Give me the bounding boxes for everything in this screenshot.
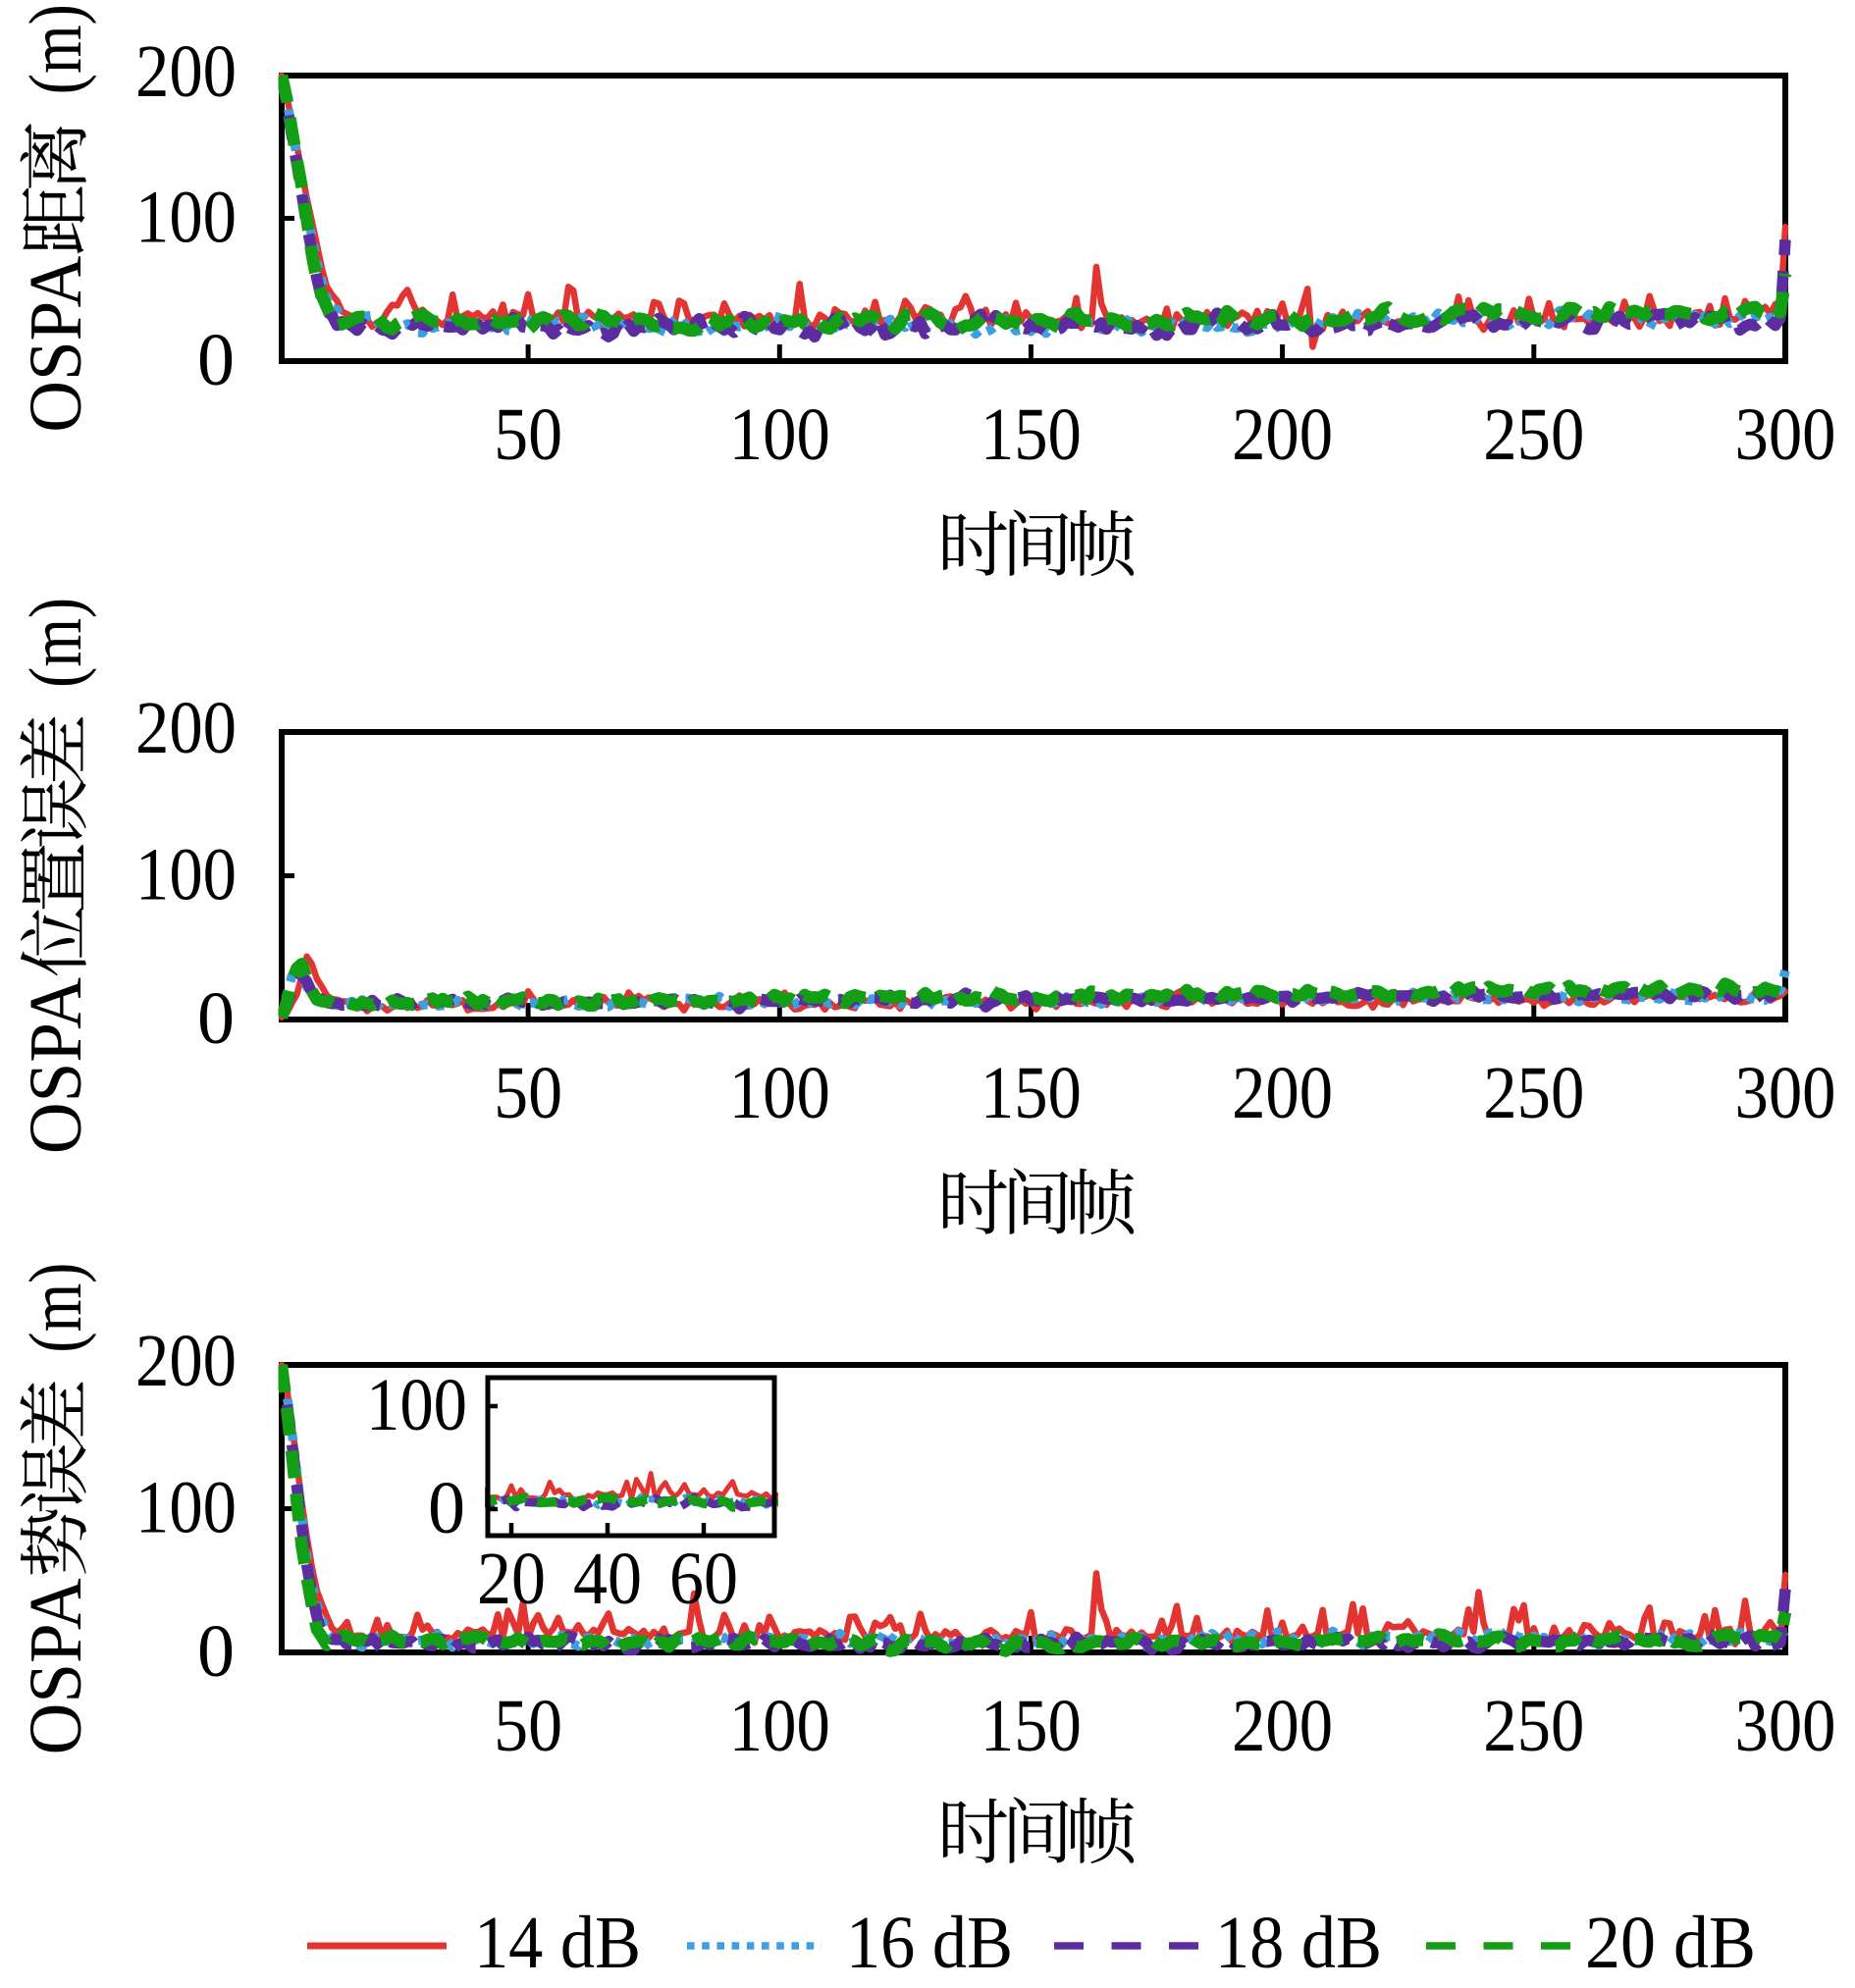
svg-text:250: 250 — [1483, 1685, 1584, 1767]
svg-text:300: 300 — [1735, 1685, 1836, 1767]
svg-text:0: 0 — [197, 319, 235, 401]
svg-text:0: 0 — [197, 1610, 235, 1693]
svg-text:14 dB: 14 dB — [474, 1902, 641, 1983]
svg-text:OSPA: OSPA — [15, 1578, 97, 1754]
svg-text:200: 200 — [1232, 1685, 1333, 1767]
svg-text:0: 0 — [197, 977, 235, 1060]
svg-text:50: 50 — [494, 1685, 562, 1767]
svg-text:40: 40 — [573, 1538, 642, 1620]
svg-text:200: 200 — [135, 687, 237, 769]
svg-text:OSPA: OSPA — [15, 256, 97, 433]
svg-text:50: 50 — [494, 1052, 562, 1134]
svg-text:(m): (m) — [15, 4, 97, 94]
svg-text:(m): (m) — [15, 598, 97, 688]
svg-text:150: 150 — [980, 1052, 1082, 1134]
svg-text:100: 100 — [729, 1052, 830, 1134]
svg-text:200: 200 — [135, 1320, 237, 1402]
svg-text:150: 150 — [980, 1685, 1082, 1767]
svg-text:16 dB: 16 dB — [846, 1902, 1013, 1983]
svg-text:0: 0 — [428, 1467, 465, 1549]
svg-text:100: 100 — [135, 177, 237, 259]
svg-text:250: 250 — [1483, 1052, 1584, 1134]
svg-text:20 dB: 20 dB — [1585, 1902, 1756, 1983]
svg-text:18 dB: 18 dB — [1215, 1902, 1382, 1983]
svg-text:50: 50 — [494, 393, 562, 476]
svg-text:100: 100 — [135, 1467, 237, 1549]
svg-text:200: 200 — [1232, 1052, 1333, 1134]
svg-text:(m): (m) — [15, 1263, 97, 1353]
svg-text:100: 100 — [729, 393, 830, 476]
svg-text:150: 150 — [980, 393, 1082, 476]
svg-text:300: 300 — [1735, 393, 1836, 476]
svg-text:250: 250 — [1483, 393, 1584, 476]
svg-text:200: 200 — [135, 30, 237, 113]
svg-text:OSPA: OSPA — [15, 977, 97, 1154]
svg-text:20: 20 — [477, 1538, 546, 1620]
svg-text:100: 100 — [135, 834, 237, 916]
svg-text:200: 200 — [1232, 393, 1333, 476]
svg-text:300: 300 — [1735, 1052, 1836, 1134]
svg-text:60: 60 — [669, 1538, 738, 1620]
svg-text:100: 100 — [366, 1364, 467, 1446]
svg-text:100: 100 — [729, 1685, 830, 1767]
